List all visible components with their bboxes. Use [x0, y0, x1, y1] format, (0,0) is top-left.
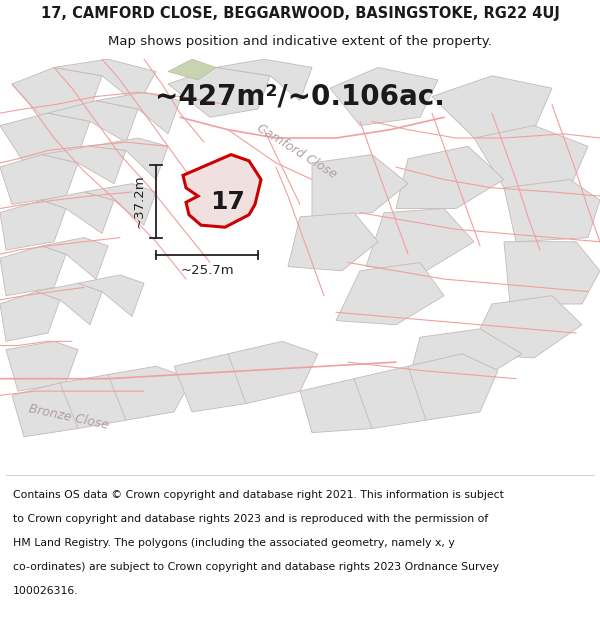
Polygon shape [228, 341, 318, 404]
Polygon shape [168, 68, 270, 118]
Polygon shape [12, 68, 102, 118]
Polygon shape [108, 366, 192, 420]
Polygon shape [366, 209, 474, 271]
Polygon shape [396, 146, 504, 209]
Polygon shape [312, 154, 408, 217]
Polygon shape [330, 68, 438, 126]
Polygon shape [42, 146, 126, 184]
Text: Bronze Close: Bronze Close [28, 402, 110, 432]
Polygon shape [288, 213, 378, 271]
Text: Camford Close: Camford Close [255, 121, 339, 181]
Polygon shape [78, 275, 144, 316]
Text: Contains OS data © Crown copyright and database right 2021. This information is : Contains OS data © Crown copyright and d… [13, 490, 504, 500]
Text: to Crown copyright and database rights 2023 and is reproduced with the permissio: to Crown copyright and database rights 2… [13, 514, 488, 524]
Text: 17: 17 [211, 191, 245, 214]
Polygon shape [36, 283, 102, 325]
Polygon shape [6, 341, 78, 391]
Polygon shape [408, 329, 522, 387]
Polygon shape [48, 101, 138, 142]
Polygon shape [84, 184, 156, 225]
Polygon shape [42, 192, 114, 234]
Text: Map shows position and indicative extent of the property.: Map shows position and indicative extent… [108, 35, 492, 48]
Polygon shape [54, 59, 156, 105]
Polygon shape [216, 59, 312, 101]
Polygon shape [60, 374, 144, 429]
Polygon shape [0, 246, 66, 296]
Polygon shape [42, 238, 108, 279]
Polygon shape [300, 379, 390, 432]
Polygon shape [504, 242, 600, 304]
Polygon shape [0, 291, 60, 341]
Polygon shape [168, 59, 216, 80]
Polygon shape [174, 354, 264, 412]
Polygon shape [468, 296, 582, 358]
Text: ~427m²/~0.106ac.: ~427m²/~0.106ac. [155, 82, 445, 111]
Polygon shape [432, 76, 552, 138]
Polygon shape [336, 262, 444, 325]
Polygon shape [12, 383, 96, 437]
Polygon shape [354, 366, 444, 429]
Text: 100026316.: 100026316. [13, 586, 79, 596]
Text: ~37.2m: ~37.2m [133, 174, 146, 228]
Polygon shape [474, 126, 588, 188]
Polygon shape [0, 154, 78, 204]
Text: 17, CAMFORD CLOSE, BEGGARWOOD, BASINGSTOKE, RG22 4UJ: 17, CAMFORD CLOSE, BEGGARWOOD, BASINGSTO… [41, 6, 559, 21]
Text: ~25.7m: ~25.7m [180, 264, 234, 278]
Text: HM Land Registry. The polygons (including the associated geometry, namely x, y: HM Land Registry. The polygons (includin… [13, 538, 455, 548]
Polygon shape [96, 92, 180, 134]
Polygon shape [90, 138, 168, 179]
Polygon shape [0, 113, 90, 163]
Text: co-ordinates) are subject to Crown copyright and database rights 2023 Ordnance S: co-ordinates) are subject to Crown copyr… [13, 562, 499, 572]
Polygon shape [504, 179, 600, 242]
Polygon shape [183, 154, 261, 228]
Polygon shape [0, 200, 66, 250]
Polygon shape [408, 354, 498, 420]
